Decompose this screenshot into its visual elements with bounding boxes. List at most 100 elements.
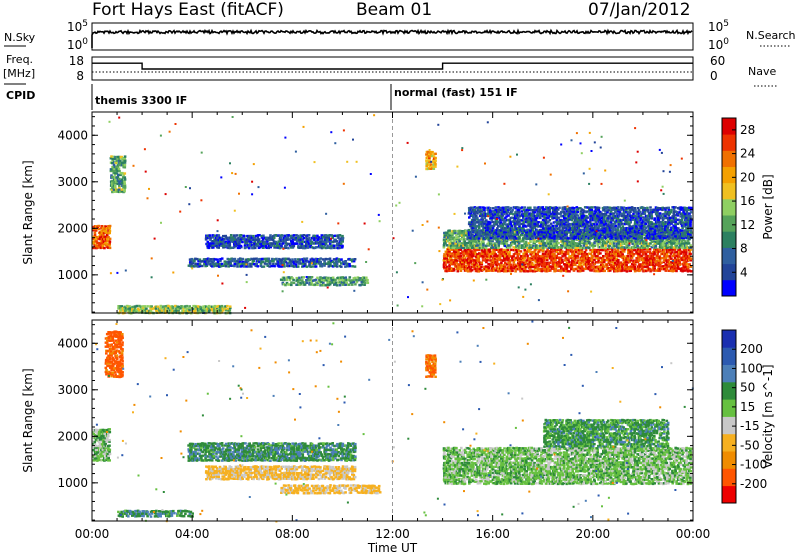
power-cell	[565, 230, 568, 234]
power-cell	[601, 269, 605, 273]
power-cell	[505, 215, 508, 218]
power-cell	[611, 244, 615, 247]
power-cell	[532, 226, 535, 229]
power-cell	[558, 260, 561, 264]
power-cell	[243, 244, 247, 247]
power-cell	[569, 227, 572, 230]
power-cell	[527, 242, 531, 245]
power-cell	[472, 215, 475, 218]
power-cell	[608, 269, 612, 272]
power-cell	[445, 257, 448, 260]
power-cell	[676, 259, 680, 262]
power-cell	[494, 231, 497, 234]
power-cell	[576, 256, 579, 259]
power-cell	[199, 309, 202, 312]
power-cell	[656, 231, 659, 235]
power-cell	[479, 222, 482, 226]
power-cell	[247, 236, 251, 239]
power-cell	[644, 252, 648, 256]
power-cell	[510, 248, 513, 252]
power-cell	[194, 257, 197, 260]
power-cell	[443, 235, 446, 238]
power-cell	[459, 244, 463, 248]
power-cell	[584, 237, 588, 241]
power-cell	[522, 240, 525, 243]
power-cell	[505, 212, 508, 215]
power-cell	[295, 236, 298, 240]
power-cell	[492, 224, 496, 227]
power-cell	[356, 279, 359, 282]
power-cell	[101, 239, 105, 243]
power-cell	[568, 265, 571, 268]
power-cell	[294, 260, 297, 263]
power-cell	[330, 244, 334, 247]
power-cell	[642, 265, 645, 269]
power-cell	[128, 309, 132, 312]
power-cell	[216, 306, 219, 310]
power-cell	[685, 244, 688, 247]
power-cell	[312, 279, 315, 282]
power-cell	[468, 216, 471, 219]
power-cell	[266, 242, 269, 246]
power-cell	[298, 278, 301, 282]
power-cell	[198, 258, 202, 261]
power-cell	[597, 241, 600, 245]
power-cell	[467, 231, 471, 234]
power-cell	[228, 240, 232, 243]
power-cell	[454, 265, 457, 268]
power-cell	[625, 270, 629, 273]
power-cell	[445, 261, 449, 264]
power-cell	[612, 250, 616, 254]
power-cell	[442, 265, 446, 268]
power-cell	[324, 234, 328, 237]
power-cell	[476, 229, 480, 232]
power-cell	[173, 309, 176, 313]
power-cell	[536, 267, 539, 270]
power-cell	[470, 228, 474, 232]
power-cell	[268, 265, 271, 268]
power-cell	[552, 263, 556, 267]
power-cell	[113, 176, 117, 179]
power-cell	[689, 248, 693, 251]
power-cell	[280, 234, 283, 237]
power-cell	[151, 307, 154, 311]
power-cell	[548, 214, 552, 218]
power-cell	[579, 222, 583, 225]
power-cell	[676, 253, 680, 256]
power-cell	[488, 239, 492, 243]
power-cell	[118, 186, 121, 189]
power-cell	[509, 238, 513, 241]
power-cell	[649, 261, 652, 264]
power-cell	[449, 233, 453, 236]
power-cell	[123, 161, 127, 164]
power-cell	[525, 252, 528, 256]
power-cell	[572, 255, 576, 258]
power-cell	[673, 265, 677, 268]
power-cell	[123, 178, 127, 181]
power-cell	[114, 186, 117, 189]
power-cell	[448, 252, 451, 255]
power-cell	[572, 230, 575, 234]
power-region-5	[279, 276, 370, 287]
power-cell	[117, 157, 121, 160]
power-cell	[253, 238, 257, 241]
power-cell	[565, 235, 569, 238]
power-cell	[529, 260, 532, 264]
power-cell	[620, 244, 623, 248]
power-cell	[269, 259, 272, 263]
power-cell	[491, 239, 494, 243]
power-cell	[565, 240, 569, 243]
power-cell	[265, 263, 268, 266]
power-cell	[486, 259, 489, 262]
power-cell	[325, 262, 329, 265]
power-cell	[452, 269, 456, 272]
power-cell	[564, 237, 567, 240]
power-cell	[499, 250, 503, 253]
power-cell	[483, 216, 487, 219]
power-cell	[654, 269, 658, 272]
power-cell	[675, 267, 678, 270]
power-cell	[575, 233, 579, 236]
power-cell	[298, 260, 301, 263]
power-cell	[150, 305, 153, 308]
power-cell	[334, 260, 338, 264]
